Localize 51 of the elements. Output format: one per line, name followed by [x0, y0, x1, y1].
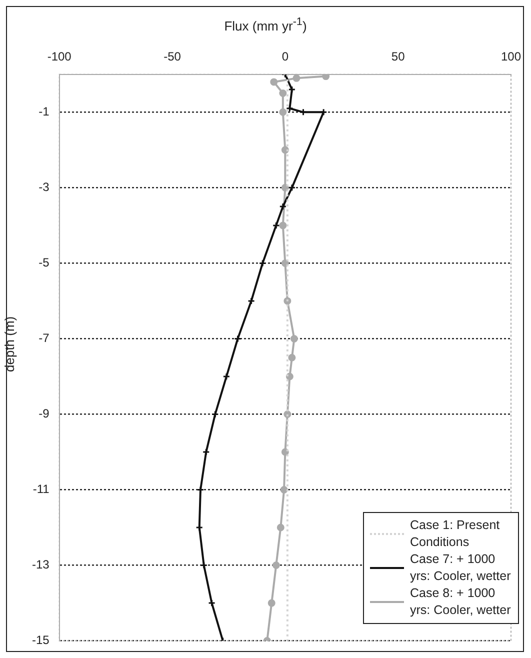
- point: [208, 599, 216, 607]
- point: [248, 297, 256, 305]
- x-tick-label: 50: [391, 50, 406, 64]
- point: [234, 334, 242, 342]
- point: [290, 334, 298, 342]
- x-tick-label: 0: [282, 50, 289, 64]
- point: [272, 562, 280, 570]
- point: [196, 524, 204, 532]
- point: [258, 259, 266, 267]
- y-tick-label: -5: [38, 256, 50, 270]
- y-tick-label: -15: [32, 633, 50, 648]
- y-tick-label: -13: [32, 558, 50, 572]
- x-tick-label: 100: [500, 50, 522, 64]
- point: [320, 108, 328, 116]
- point: [280, 486, 288, 494]
- point: [288, 86, 296, 94]
- point: [202, 448, 210, 456]
- point: [279, 222, 287, 230]
- point: [279, 202, 287, 210]
- point: [211, 410, 219, 418]
- y-tick-label: -9: [38, 406, 50, 421]
- y-tick-label: -11: [32, 482, 50, 496]
- point: [279, 90, 287, 98]
- point: [288, 184, 296, 192]
- point: [286, 104, 294, 112]
- point: [322, 74, 330, 80]
- point: [299, 108, 307, 116]
- point: [281, 448, 289, 456]
- y-tick-label: -1: [38, 104, 50, 118]
- point: [281, 146, 289, 154]
- point: [281, 259, 289, 267]
- y-tick-label: -3: [38, 180, 50, 194]
- point: [279, 108, 287, 116]
- point: [270, 78, 278, 86]
- x-tick-label: -50: [164, 50, 182, 64]
- y-tick-label: -7: [38, 331, 50, 346]
- y-axis-title: depth (m): [2, 316, 17, 372]
- point: [292, 74, 300, 82]
- x-tick-label: -100: [47, 50, 72, 64]
- legend-label: Case 8: + 1000 yrs: Cooler, wetter: [410, 585, 512, 619]
- point: [288, 354, 296, 362]
- point: [281, 184, 289, 192]
- legend-label: Case 7: + 1000 yrs: Cooler, wetter: [410, 551, 512, 585]
- point: [272, 222, 280, 230]
- point: [276, 524, 284, 532]
- x-axis-title: Flux (mm yr$^{-1}$): [223, 16, 308, 34]
- point: [222, 372, 230, 380]
- legend-label: Case 1: Present Conditions: [410, 517, 501, 551]
- point: [268, 599, 276, 607]
- point: [200, 562, 208, 570]
- point: [196, 486, 204, 494]
